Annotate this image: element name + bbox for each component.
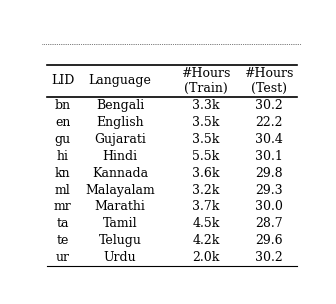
Text: mr: mr [54, 200, 72, 213]
Text: ta: ta [56, 217, 69, 230]
Text: 4.2k: 4.2k [193, 234, 220, 247]
Text: 30.1: 30.1 [255, 150, 283, 163]
Text: Kannada: Kannada [92, 167, 148, 180]
Text: ml: ml [55, 184, 71, 197]
Text: #Hours
(Train): #Hours (Train) [181, 67, 231, 95]
Text: 3.2k: 3.2k [193, 184, 220, 197]
Text: Language: Language [89, 74, 152, 88]
Text: 3.5k: 3.5k [193, 133, 220, 146]
Text: 30.2: 30.2 [255, 251, 283, 264]
Text: Gujarati: Gujarati [94, 133, 146, 146]
Text: 22.2: 22.2 [255, 116, 282, 129]
Text: te: te [57, 234, 69, 247]
Text: Tamil: Tamil [103, 217, 137, 230]
Text: 2.0k: 2.0k [193, 251, 220, 264]
Text: LID: LID [51, 74, 75, 88]
Text: 4.5k: 4.5k [193, 217, 220, 230]
Text: 29.6: 29.6 [255, 234, 282, 247]
Text: #Hours
(Test): #Hours (Test) [244, 67, 293, 95]
Text: 29.3: 29.3 [255, 184, 282, 197]
Text: 3.6k: 3.6k [192, 167, 220, 180]
Text: 30.0: 30.0 [255, 200, 283, 213]
Text: ur: ur [56, 251, 70, 264]
Text: English: English [96, 116, 144, 129]
Text: 30.4: 30.4 [255, 133, 283, 146]
Text: kn: kn [55, 167, 71, 180]
Text: Marathi: Marathi [95, 200, 145, 213]
Text: Bengali: Bengali [96, 99, 144, 112]
Text: 30.2: 30.2 [255, 99, 283, 112]
Text: 3.7k: 3.7k [193, 200, 220, 213]
Text: Malayalam: Malayalam [85, 184, 155, 197]
Text: 3.3k: 3.3k [192, 99, 220, 112]
Text: 3.5k: 3.5k [193, 116, 220, 129]
Text: 29.8: 29.8 [255, 167, 282, 180]
Text: Urdu: Urdu [104, 251, 136, 264]
Text: 5.5k: 5.5k [193, 150, 220, 163]
Text: Hindi: Hindi [102, 150, 138, 163]
Text: gu: gu [55, 133, 71, 146]
Text: en: en [55, 116, 71, 129]
Text: 28.7: 28.7 [255, 217, 282, 230]
Text: hi: hi [57, 150, 69, 163]
Text: Telugu: Telugu [99, 234, 141, 247]
Text: bn: bn [55, 99, 71, 112]
